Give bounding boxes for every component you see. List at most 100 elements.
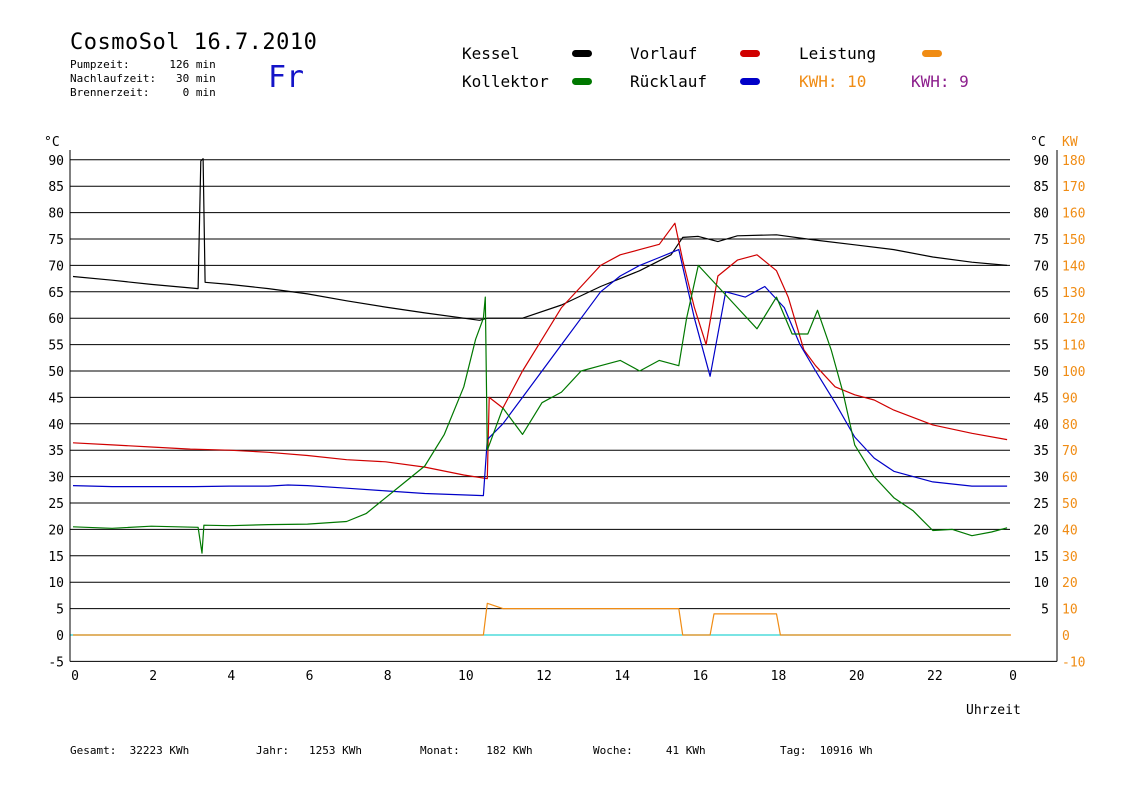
kw-tick-label: 160 (1062, 207, 1085, 222)
y-axis-unit-left: °C (44, 135, 60, 150)
y-tick-label-right: 45 (1033, 391, 1049, 406)
y-tick-label-right: 85 (1033, 180, 1049, 195)
y-tick-label-right: 35 (1033, 444, 1049, 459)
x-tick-label: 14 (614, 669, 630, 684)
legend-kollektor-label: Kollektor (462, 72, 549, 91)
x-tick-label: 10 (458, 669, 474, 684)
y-tick-label-left: -5 (48, 655, 64, 670)
kw-tick-label: 150 (1062, 233, 1085, 248)
x-tick-label: 8 (384, 669, 392, 684)
y-tick-label-right: 15 (1033, 550, 1049, 565)
y-tick-label-left: 55 (48, 339, 64, 354)
y-tick-label-right: 40 (1033, 418, 1049, 433)
kw-tick-label: 100 (1062, 365, 1085, 380)
kw-tick-label: 20 (1062, 576, 1078, 591)
legend-vorlauf-label: Vorlauf (630, 44, 698, 63)
brennerzeit-label: Brennerzeit: 0 min (70, 86, 216, 99)
y-tick-label-left: 60 (48, 312, 64, 327)
legend-ruecklauf-swatch (740, 78, 760, 85)
weekday-label: Fr (268, 60, 305, 95)
legend-leistung-label: Leistung (799, 44, 877, 63)
y-tick-label-left: 10 (48, 576, 64, 591)
kwh-yield-2: KWH: 9 (911, 72, 969, 91)
y-tick-label-right: 70 (1033, 259, 1049, 274)
y-tick-label-right: 55 (1033, 339, 1049, 354)
y-tick-label-left: 70 (48, 259, 64, 274)
y-tick-label-right: 30 (1033, 471, 1049, 486)
kw-tick-label: 90 (1062, 391, 1078, 406)
legend-kollektor-swatch (572, 78, 592, 85)
kw-tick-label: 140 (1062, 259, 1085, 274)
y-tick-label-left: 20 (48, 523, 64, 538)
y-tick-label-left: 5 (56, 603, 64, 618)
y-tick-label-right: 65 (1033, 286, 1049, 301)
nachlaufzeit-label: Nachlaufzeit: 30 min (70, 72, 216, 85)
kw-tick-label: 80 (1062, 418, 1078, 433)
x-tick-label: 0 (1009, 669, 1017, 684)
y-axis-unit-right: °C (1030, 135, 1046, 150)
y-tick-label-right: 20 (1033, 523, 1049, 538)
x-tick-label: 2 (149, 669, 157, 684)
y-tick-label-left: 45 (48, 391, 64, 406)
kw-tick-label: 30 (1062, 550, 1078, 565)
kw-tick-label: 130 (1062, 286, 1085, 301)
y-tick-label-left: 25 (48, 497, 64, 512)
series-line-kollektor (72, 264, 1008, 554)
pumpzeit-label: Pumpzeit: 126 min (70, 58, 216, 71)
kw-tick-label: 120 (1062, 312, 1085, 327)
legend-leistung-swatch (922, 50, 942, 57)
y-tick-label-left: 35 (48, 444, 64, 459)
series-line-kessel (72, 158, 1008, 321)
legend-kessel-label: Kessel (462, 44, 520, 63)
kw-tick-label: 180 (1062, 154, 1085, 169)
y-tick-label-left: 50 (48, 365, 64, 380)
y-tick-label-left: 0 (56, 629, 64, 644)
legend-vorlauf-swatch (740, 50, 760, 57)
y-tick-label-right: 50 (1033, 365, 1049, 380)
y-tick-label-left: 80 (48, 207, 64, 222)
kw-tick-label: 170 (1062, 180, 1085, 195)
y-tick-label-left: 15 (48, 550, 64, 565)
y-tick-label-left: 65 (48, 286, 64, 301)
footer-tag: Tag: 10916 Wh (780, 744, 873, 757)
kwh-yield-1: KWH: 10 (799, 72, 867, 91)
x-tick-label: 18 (771, 669, 787, 684)
x-tick-label: 6 (306, 669, 314, 684)
y-tick-label-right: 10 (1033, 576, 1049, 591)
x-tick-label: 16 (693, 669, 709, 684)
kw-tick-label: 60 (1062, 471, 1078, 486)
kw-tick-label: 0 (1062, 629, 1070, 644)
x-tick-label: 12 (536, 669, 552, 684)
y-tick-label-right: 90 (1033, 154, 1049, 169)
chart-title: CosmoSol 16.7.2010 (70, 30, 318, 55)
x-axis-label: Uhrzeit (966, 703, 1021, 718)
y-tick-label-right: 5 (1041, 603, 1049, 618)
x-tick-label: 22 (927, 669, 943, 684)
kw-tick-label: 10 (1062, 603, 1078, 618)
y-tick-label-left: 85 (48, 180, 64, 195)
y-tick-label-left: 75 (48, 233, 64, 248)
footer-gesamt: Gesamt: 32223 KWh (70, 744, 190, 757)
y-tick-label-left: 30 (48, 471, 64, 486)
kw-tick-label: 110 (1062, 339, 1085, 354)
y-tick-label-left: 40 (48, 418, 64, 433)
y-tick-label-right: 60 (1033, 312, 1049, 327)
x-tick-label: 4 (227, 669, 235, 684)
series-line-rcklauf (72, 249, 1008, 497)
kw-tick-label: 50 (1062, 497, 1078, 512)
y-tick-label-left: 90 (48, 154, 64, 169)
footer-monat: Monat: 182 KWh (420, 744, 533, 757)
legend-ruecklauf-label: Rücklauf (630, 72, 708, 91)
kw-tick-label: 40 (1062, 523, 1078, 538)
y-tick-label-right: 80 (1033, 207, 1049, 222)
y-tick-label-right: 25 (1033, 497, 1049, 512)
footer-jahr: Jahr: 1253 KWh (256, 744, 362, 757)
series-line-leistung (73, 602, 1011, 636)
x-tick-label: 0 (71, 669, 79, 684)
kw-tick-label: -10 (1062, 655, 1085, 670)
kw-axis-unit: KW (1062, 135, 1078, 150)
footer-woche: Woche: 41 KWh (593, 744, 706, 757)
y-tick-label-right: 75 (1033, 233, 1049, 248)
series-line-vorlauf (72, 222, 1008, 480)
